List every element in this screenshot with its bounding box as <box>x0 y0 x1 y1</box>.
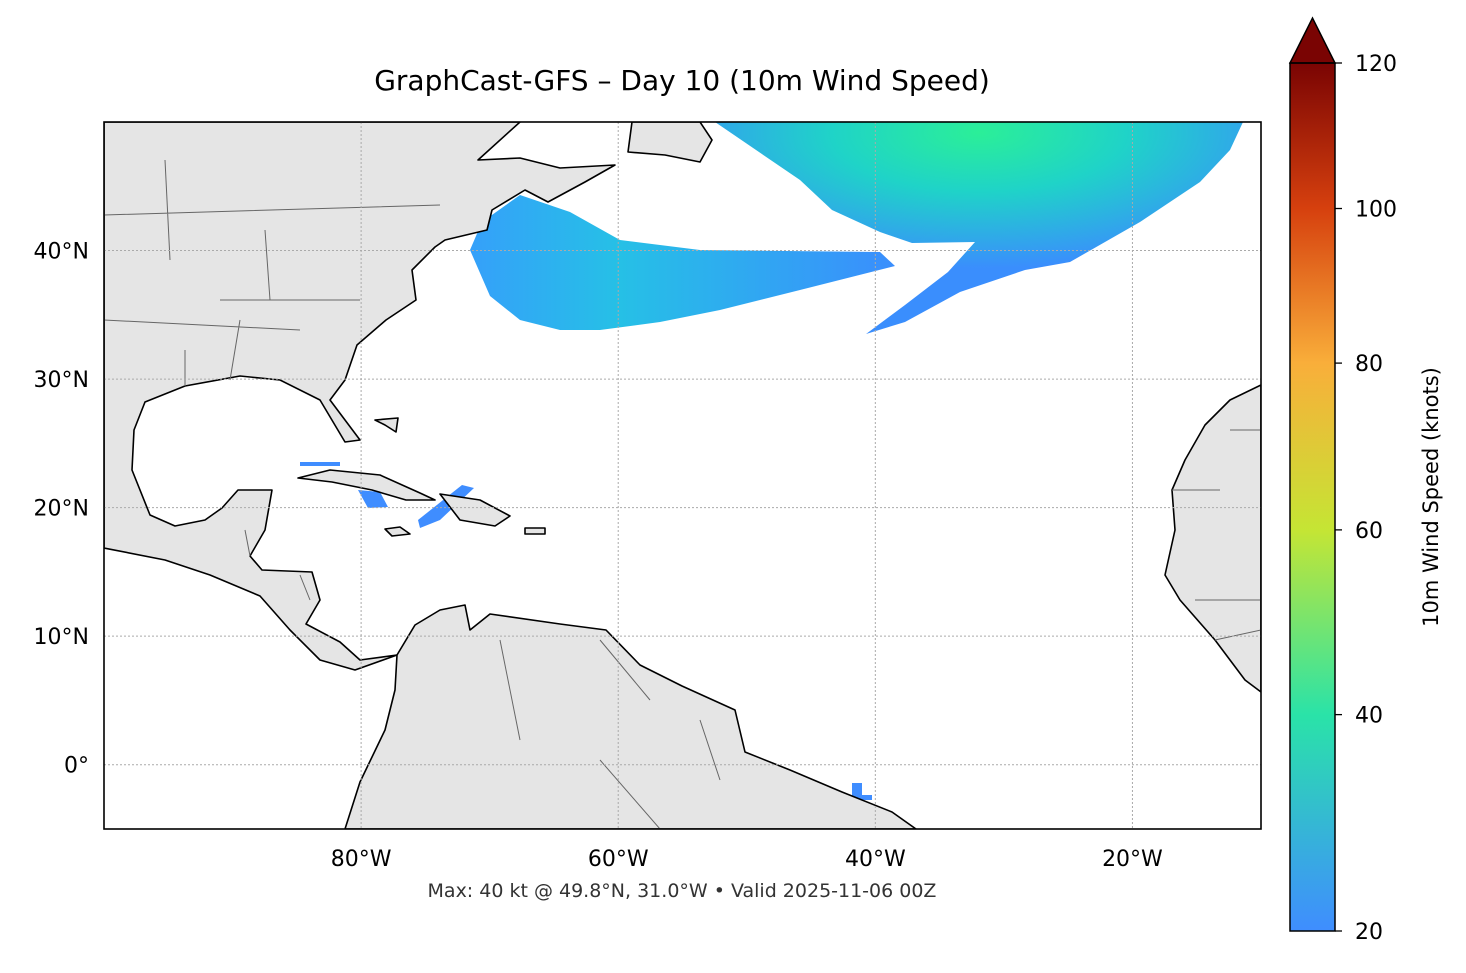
colorbar-tick-label: 100 <box>1355 198 1397 223</box>
y-tick-label: 10°N <box>34 625 89 650</box>
wind-field <box>300 462 340 466</box>
colorbar-tick-label: 20 <box>1355 920 1383 945</box>
colorbar-tick-label: 40 <box>1355 704 1383 729</box>
grid <box>104 122 1261 829</box>
andros <box>374 417 399 433</box>
y-tick-label: 30°N <box>34 368 89 393</box>
colorbar-label: 10m Wind Speed (knots) <box>1419 367 1443 627</box>
y-tick-label: 0° <box>64 754 89 779</box>
map <box>104 122 1261 829</box>
south-america <box>344 604 917 829</box>
x-tick-label: 80°W <box>331 847 392 872</box>
wind-field <box>470 195 895 330</box>
wind-field <box>715 122 1243 334</box>
x-tick-label: 20°W <box>1102 847 1163 872</box>
puerto-rico <box>524 527 546 535</box>
jamaica <box>384 526 411 537</box>
wind-field <box>358 490 388 508</box>
colorbar-tick-label: 60 <box>1355 519 1383 544</box>
footer-note: Max: 40 kt @ 49.8°N, 31.0°W • Valid 2025… <box>428 880 937 902</box>
chart-title: GraphCast-GFS – Day 10 (10m Wind Speed) <box>374 64 990 97</box>
colorbar-extend <box>1288 16 1337 64</box>
newfoundland <box>627 122 713 163</box>
y-tick-label: 40°N <box>34 240 89 265</box>
wind-field <box>852 783 872 800</box>
x-tick-label: 60°W <box>588 847 649 872</box>
borders <box>104 159 1261 829</box>
north-america <box>104 122 616 671</box>
plot-frame <box>103 121 1262 830</box>
x-tick-label: 40°W <box>845 847 906 872</box>
hispaniola <box>439 493 511 527</box>
colorbar-tick-label: 80 <box>1355 352 1383 377</box>
colorbar-frame <box>1289 62 1336 932</box>
y-tick-label: 20°N <box>34 497 89 522</box>
africa <box>1164 384 1261 693</box>
colorbar-tick-label: 120 <box>1355 52 1397 77</box>
cuba <box>297 469 436 501</box>
wind-field <box>418 485 474 528</box>
colorbar <box>1290 63 1335 931</box>
